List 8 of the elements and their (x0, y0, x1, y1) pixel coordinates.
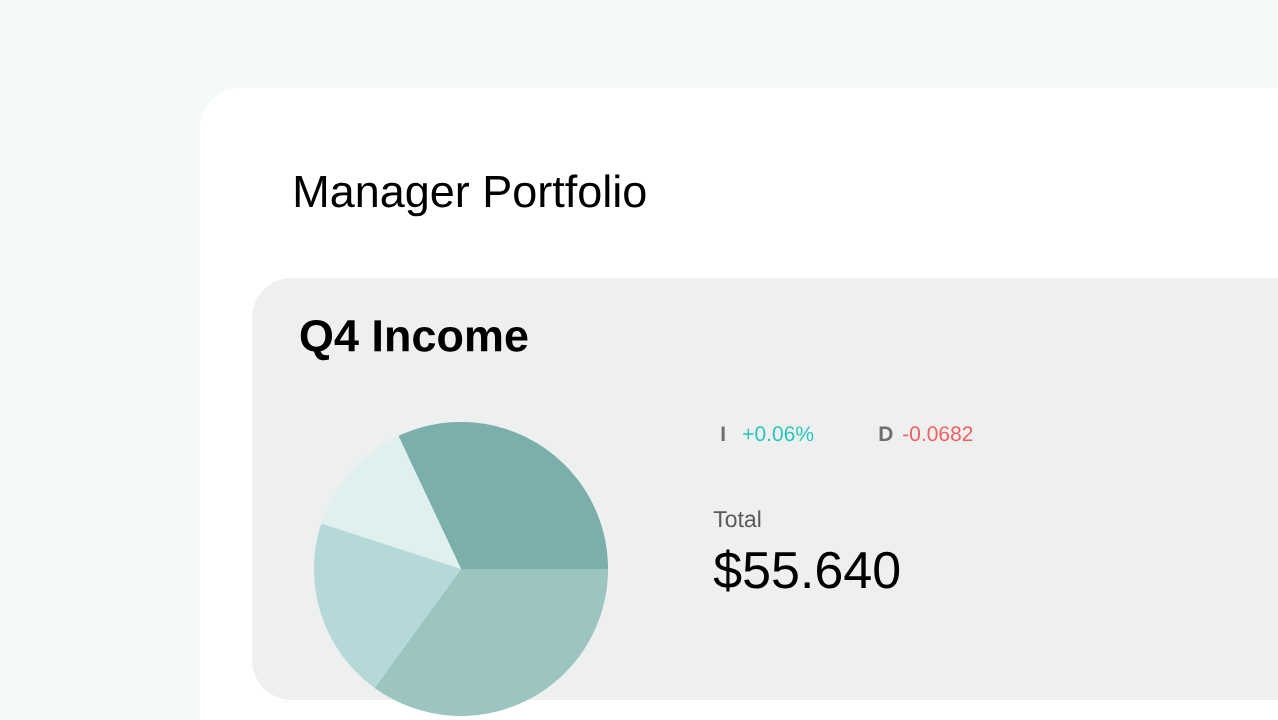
text: I (721, 426, 725, 441)
text: -0.0682 (903, 426, 973, 442)
chart-title: Q4 Income (300, 319, 528, 361)
text: D (879, 426, 893, 441)
text: Manager Portfolio (295, 174, 646, 217)
text: Total (713, 510, 761, 528)
text: +0.06% (743, 426, 814, 442)
text: $55.640 (713, 549, 900, 592)
